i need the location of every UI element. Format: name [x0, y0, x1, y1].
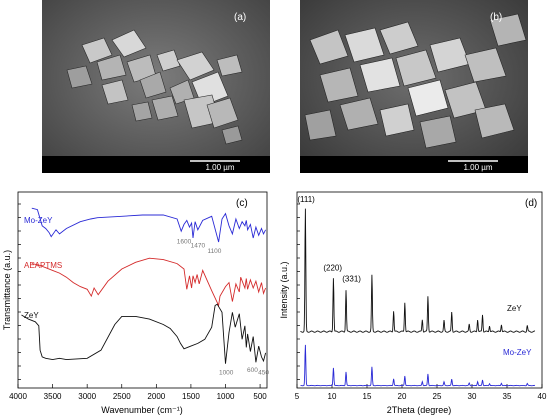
panel-label-a: (a): [234, 12, 246, 23]
chart-d-xtick-label: 10: [328, 392, 337, 401]
chart-c-frame: [17, 191, 268, 389]
chart-d-xtick-label: 35: [503, 392, 512, 401]
chart-d-xtick-label: 30: [468, 392, 477, 401]
scale-bar-label-a: 1.00 µm: [205, 163, 234, 172]
chart-c-ylabel: Transmittance (a.u.): [2, 250, 12, 330]
chart-d-xtick-label: 15: [363, 392, 372, 401]
ftir-chart: 4000 3500 3000 2500 2000 1500 1000 500 Mo-ZeY AE…: [0, 186, 275, 417]
chart-c-series-label: Mo-ZeY: [24, 216, 53, 225]
xrd-chart: 5 10 15 20 25 30 35 40 ZeY Mo-ZeY (111) (220) (331)…: [275, 186, 550, 417]
crystal-cluster-a: [66, 29, 243, 145]
panel-label-b: (b): [490, 12, 502, 23]
chart-c-panel-label: (c): [236, 198, 248, 209]
chart-c-series-mo-zey: [31, 207, 267, 243]
chart-c-xtick-label: 2500: [113, 392, 131, 401]
chart-d-panel-label: (d): [525, 198, 537, 209]
chart-d-peak-label: (331): [342, 274, 361, 283]
chart-c-xtick-label: 1000: [217, 392, 235, 401]
chart-c-annotation: 1600: [177, 238, 192, 245]
chart-c-xtick-label: 500: [253, 392, 267, 401]
chart-d-xlabel: 2Theta (degree): [387, 405, 452, 415]
scale-bar-label-b: 1.00 µm: [463, 163, 492, 172]
chart-c-annotation: 450: [258, 369, 269, 376]
chart-d-xtick-label: 5: [295, 392, 300, 401]
chart-c-series-label: ZeY: [24, 311, 39, 320]
chart-d-frame: [296, 191, 543, 389]
chart-c-series-aeaptms: [31, 257, 267, 308]
chart-d-peak-label: (111): [297, 195, 315, 204]
chart-c-xlabel: Wavenumber (cm⁻¹): [101, 405, 182, 415]
chart-d-series-label: ZeY: [507, 304, 522, 313]
sem-image-b: 1.00 µm (b): [300, 0, 528, 173]
chart-c-annotation: 1100: [207, 248, 221, 255]
sem-image-a: 1.00 µm (a): [42, 0, 270, 173]
chart-d-series-label: Mo-ZeY: [503, 348, 532, 357]
crystal-cluster-b: [304, 13, 527, 149]
chart-c-xtick-label: 3000: [78, 392, 96, 401]
chart-d-series-mo-zey: [300, 344, 536, 387]
chart-d-xtick-label: 25: [433, 392, 442, 401]
chart-c-annotation: 1000: [219, 369, 234, 376]
chart-c-xtick-label: 3500: [44, 392, 62, 401]
chart-c-xtick-label: 1500: [182, 392, 200, 401]
chart-c-series-zey: [21, 303, 267, 364]
chart-d-xtick-label: 40: [538, 392, 547, 401]
chart-d-series-zey: [300, 208, 536, 333]
chart-c-xtick-label: 4000: [9, 392, 27, 401]
chart-c-annotation: 1470: [191, 242, 206, 249]
chart-c-annotation: 600: [247, 367, 258, 374]
chart-c-series-label: AEAPTMS: [24, 261, 62, 270]
chart-d-ylabel: Intensity (a.u.): [279, 261, 289, 318]
chart-c-xtick-label: 2000: [147, 392, 165, 401]
chart-d-xtick-label: 20: [398, 392, 407, 401]
chart-d-peak-label: (220): [323, 263, 342, 272]
